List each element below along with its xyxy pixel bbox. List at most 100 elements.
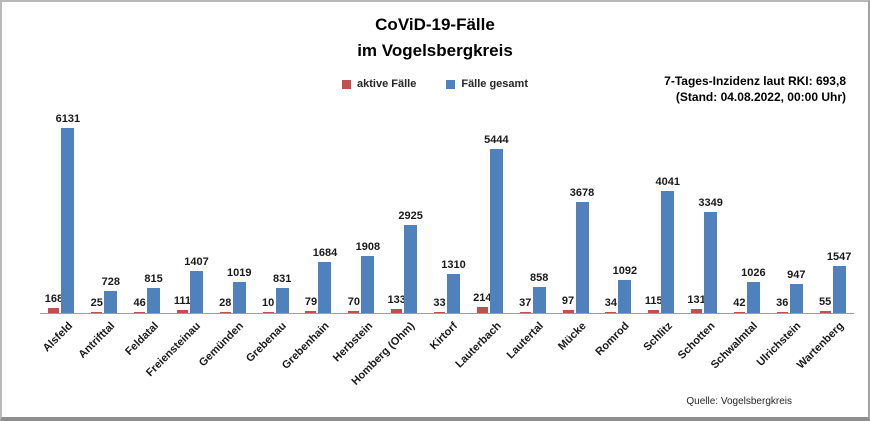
bar-group: 168 6131 Alsfeld (40, 102, 83, 354)
bar-aktive-faelle (134, 311, 146, 313)
category-label: Herbstein (330, 320, 375, 365)
legend-item-faelle-gesamt: Fälle gesamt (446, 78, 528, 90)
bar-faelle-gesamt (361, 255, 375, 313)
bar-group: 10 831 Grebenau (244, 102, 297, 365)
category-label: Schlitz (641, 320, 675, 354)
category-label: Gemünden (197, 320, 247, 370)
bar-faelle-gesamt (532, 287, 546, 313)
legend-swatch-blue (446, 79, 456, 89)
bar-aktive-faelle (434, 312, 446, 313)
bar-group: 111 1407 Freiensteinau (144, 102, 212, 379)
bar-faelle-gesamt (832, 266, 846, 313)
category-label: Kirtorf (428, 320, 461, 353)
value-label: 831 (272, 272, 292, 285)
value-label: 33 (433, 297, 446, 309)
bar-group: 70 1908 Herbstein (330, 102, 383, 365)
value-label: 131 (687, 294, 706, 307)
legend-label: Fälle gesamt (461, 78, 528, 90)
value-label: 37 (519, 296, 532, 309)
value-label: 133 (387, 294, 406, 306)
value-label: 858 (530, 272, 549, 285)
bar-faelle-gesamt (189, 270, 203, 313)
value-label: 3678 (569, 187, 595, 200)
bar-faelle-gesamt (575, 202, 589, 313)
bar-group: 214 5444 Lauterbach (453, 102, 511, 371)
bar-faelle-gesamt (404, 224, 418, 313)
bar-group: 79 1684 Grebenhain (280, 102, 340, 371)
incidence-value: 7-Tages-Inzidenz laut RKI: 693,8 (664, 74, 846, 88)
value-label: 1684 (312, 247, 338, 260)
legend: aktive Fälle Fälle gesamt (2, 78, 868, 90)
bar-aktive-faelle (519, 311, 531, 313)
value-label: 97 (561, 295, 575, 308)
legend-swatch-red (342, 79, 352, 89)
bar-aktive-faelle (691, 309, 703, 313)
value-label: 79 (304, 295, 318, 308)
bar-aktive-faelle (562, 310, 574, 313)
value-label: 2925 (398, 209, 423, 222)
bar-aktive-faelle (476, 306, 488, 313)
bar-group: 36 947 Ulrichstein (755, 102, 811, 368)
category-label: Antrifttal (76, 320, 118, 361)
value-label: 25 (90, 297, 103, 309)
bar-aktive-faelle (219, 312, 231, 313)
value-label: 1310 (441, 258, 466, 271)
value-label: 1019 (227, 267, 252, 280)
bar-faelle-gesamt (104, 291, 118, 313)
bar-faelle-gesamt (704, 212, 718, 313)
value-label: 36 (776, 296, 789, 309)
bar-group: 131 3349 Schotten (676, 102, 726, 362)
bar-aktive-faelle (348, 310, 360, 313)
bar-aktive-faelle (305, 310, 317, 313)
value-label: 4041 (655, 176, 680, 189)
chart-title-line2: im Vogelsbergkreis (357, 41, 513, 60)
category-label: Feldatal (122, 320, 161, 358)
bar-group: 37 858 Lautertal (505, 102, 554, 361)
value-label: 947 (787, 269, 806, 282)
chart-title-line1: CoViD-19-Fälle (375, 15, 495, 34)
value-label: 1407 (184, 255, 209, 268)
chart-title: CoViD-19-Fälle im Vogelsbergkreis (2, 12, 868, 64)
bar-group: 33 1310 Kirtorf (426, 102, 469, 353)
value-label: 1092 (612, 265, 638, 278)
value-label: 55 (818, 296, 832, 309)
bar-faelle-gesamt (789, 284, 803, 313)
category-label: Alsfeld (40, 320, 75, 355)
bar-aktive-faelle (91, 312, 103, 313)
value-label: 168 (44, 292, 64, 305)
value-label: 70 (347, 295, 360, 308)
category-label: Mücke (556, 320, 590, 353)
bar-faelle-gesamt (275, 287, 289, 313)
legend-label: aktive Fälle (357, 78, 417, 90)
bar-aktive-faelle (733, 311, 745, 313)
bar-aktive-faelle (819, 311, 831, 313)
value-label: 6131 (55, 113, 81, 126)
incidence-annotation: 7-Tages-Inzidenz laut RKI: 693,8 (Stand:… (664, 73, 846, 105)
bar-group: 46 815 Feldatal (123, 102, 169, 357)
bar-faelle-gesamt (147, 288, 161, 313)
category-label: Lautertal (504, 320, 547, 362)
value-label: 214 (473, 291, 492, 304)
value-label: 34 (604, 296, 618, 309)
value-label: 728 (101, 276, 120, 289)
value-label: 42 (733, 296, 746, 309)
plot-area: 168 6131 Alsfeld 25 728 Antrifttal 46 815 Feldat… (40, 102, 854, 388)
value-label: 46 (133, 296, 146, 309)
value-label: 115 (644, 294, 663, 307)
value-label: 10 (262, 297, 275, 309)
bar-aktive-faelle (262, 312, 274, 313)
bar-faelle-gesamt (746, 282, 760, 313)
bar-aktive-faelle (776, 311, 788, 313)
legend-item-aktive-faelle: aktive Fälle (342, 78, 416, 90)
bar-faelle-gesamt (232, 282, 246, 313)
bar-faelle-gesamt (447, 273, 461, 313)
value-label: 1547 (826, 251, 852, 264)
bar-group: 28 1019 Gemünden (197, 102, 254, 369)
value-label: 3349 (698, 197, 723, 210)
category-label: Romrod (593, 320, 632, 359)
value-label: 111 (173, 294, 192, 307)
category-label: Schotten (675, 320, 718, 362)
bar-group: 133 2925 Homberg (Ohm) (350, 102, 426, 388)
bar-group: 34 1092 Romrod (594, 102, 640, 358)
